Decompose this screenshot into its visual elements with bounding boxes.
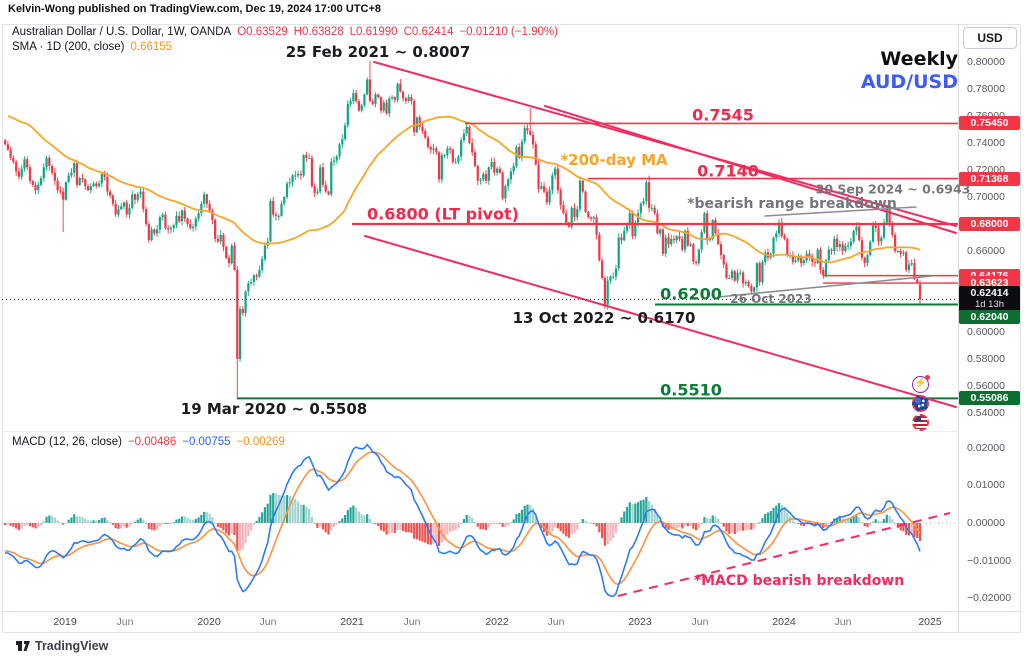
price-scale[interactable]: 0.800000.780000.760000.740000.720000.700… [958, 24, 1024, 611]
aud-flag-icon[interactable] [912, 395, 929, 412]
ohlc-close: C0.62414 [403, 26, 454, 38]
chart-annotation: 30 Sep 2024 ~ 0.6943 [815, 181, 971, 197]
macd-legend[interactable]: MACD (12, 26, close) −0.00486 −0.00755 −… [12, 436, 285, 448]
time-tick-label: 2023 [628, 616, 652, 628]
time-tick-label: 2022 [485, 616, 509, 628]
time-tick-label: Jun [259, 616, 277, 628]
price-tick-label: 0.78000 [967, 83, 1005, 95]
price-level-badge: 0.62414 1d 13h [959, 286, 1020, 313]
price-level-badge: 0.71368 [959, 171, 1020, 186]
macd-line-value: −0.00755 [182, 436, 231, 448]
chart-annotation: *bearish range breakdown [687, 196, 897, 212]
price-scale-separator [958, 24, 959, 633]
chart-annotation: 0.7545 [692, 105, 754, 125]
symbol-title: Australian Dollar / U.S. Dollar, 1W, OAN… [12, 26, 232, 38]
timeframe-watermark: Weekly [880, 48, 958, 70]
tradingview-logo-text: TradingView [35, 639, 109, 653]
time-tick-label: Jun [403, 616, 421, 628]
tradingview-logo[interactable]: TradingView [16, 639, 108, 653]
ohlc-high: H0.63828 [293, 26, 344, 38]
chart-annotation: *200-day MA [560, 151, 668, 169]
macd-label: MACD (12, 26, close) [12, 436, 122, 448]
sma-label: SMA · 1D (200, close) [12, 41, 125, 53]
ohlc-open: O0.63529 [237, 26, 288, 38]
time-tick-label: Jun [547, 616, 565, 628]
chart-annotation: 19 Mar 2020 ~ 0.5508 [180, 400, 368, 418]
price-level-badge: 0.62040 [959, 310, 1020, 324]
macd-tick-label: 0.01000 [967, 479, 1005, 492]
chart-annotation: 0.5510 [660, 380, 722, 400]
sma-value: 0.66155 [130, 41, 173, 53]
time-tick-label: Jun [691, 616, 709, 628]
chart-annotation: 26 Oct 2023 [730, 292, 812, 306]
price-tick-label: 0.58000 [967, 353, 1005, 365]
pane-divider[interactable] [2, 431, 958, 432]
chart-frame [2, 24, 1021, 633]
price-tick-label: 0.70000 [967, 191, 1005, 203]
chart-annotation: 0.7140 [697, 161, 759, 181]
time-tick-label: 2019 [53, 616, 77, 628]
price-tick-label: 0.80000 [967, 56, 1005, 68]
symbol-watermark: AUD/USD [860, 71, 958, 93]
price-level-badge: 0.75450 [959, 116, 1020, 131]
time-tick-label: Jun [834, 616, 852, 628]
price-tick-label: 0.74000 [967, 137, 1005, 149]
price-tick-label: 0.56000 [967, 380, 1005, 392]
price-tick-label: 0.54000 [967, 407, 1005, 419]
time-tick-label: 2021 [340, 616, 364, 628]
macd-pane-chart[interactable] [2, 431, 958, 611]
price-tick-label: 0.66000 [967, 245, 1005, 257]
price-pane-chart[interactable] [2, 24, 958, 431]
sma-legend[interactable]: SMA · 1D (200, close) 0.66155 [12, 41, 172, 53]
time-tick-label: Jun [116, 616, 134, 628]
chart-annotation: 0.6200 [660, 284, 722, 304]
time-tick-label: 2025 [918, 616, 942, 628]
chart-annotation: 13 Oct 2022 ~ 0.6170 [512, 309, 696, 327]
symbol-legend[interactable]: Australian Dollar / U.S. Dollar, 1W, OAN… [12, 26, 558, 38]
macd-hist-value: −0.00486 [127, 436, 177, 448]
chart-annotation: 0.6800 (LT pivot) [367, 204, 519, 224]
macd-signal-value: −0.00269 [236, 436, 285, 448]
price-change: −0.01210 (−1.90%) [459, 26, 558, 38]
price-level-badge: 0.68000 [959, 217, 1020, 231]
tradingview-logo-icon [16, 641, 30, 651]
macd-tick-label: 0.02000 [967, 441, 1005, 454]
chart-annotation: *MACD bearish breakdown [693, 573, 905, 589]
publish-attribution: Kelvin-Wong published on TradingView.com… [8, 3, 381, 15]
macd-tick-label: 0.00000 [967, 517, 1005, 529]
ideas-flash-icon[interactable]: ⚡ [912, 375, 930, 393]
macd-tick-label: −0.02000 [967, 592, 1012, 605]
time-tick-label: 2024 [772, 616, 796, 628]
time-axis-separator [2, 611, 1022, 612]
price-level-badge: 0.55086 [959, 391, 1020, 406]
usd-flag-icon[interactable] [912, 414, 929, 431]
chart-icon-stack: ⚡ [912, 375, 930, 433]
time-tick-label: 2020 [197, 616, 221, 628]
time-axis[interactable]: 2019 Jun 2020 Jun 2021 Jun 2022 Jun 2023 Jun 2024 J… [2, 612, 958, 633]
ohlc-low: L0.61990 [349, 26, 398, 38]
chart-annotation: 25 Feb 2021 ~ 0.8007 [285, 43, 471, 61]
currency-toggle-button[interactable]: USD [963, 27, 1017, 49]
price-tick-label: 0.60000 [967, 326, 1005, 338]
macd-tick-label: −0.01000 [967, 554, 1012, 567]
